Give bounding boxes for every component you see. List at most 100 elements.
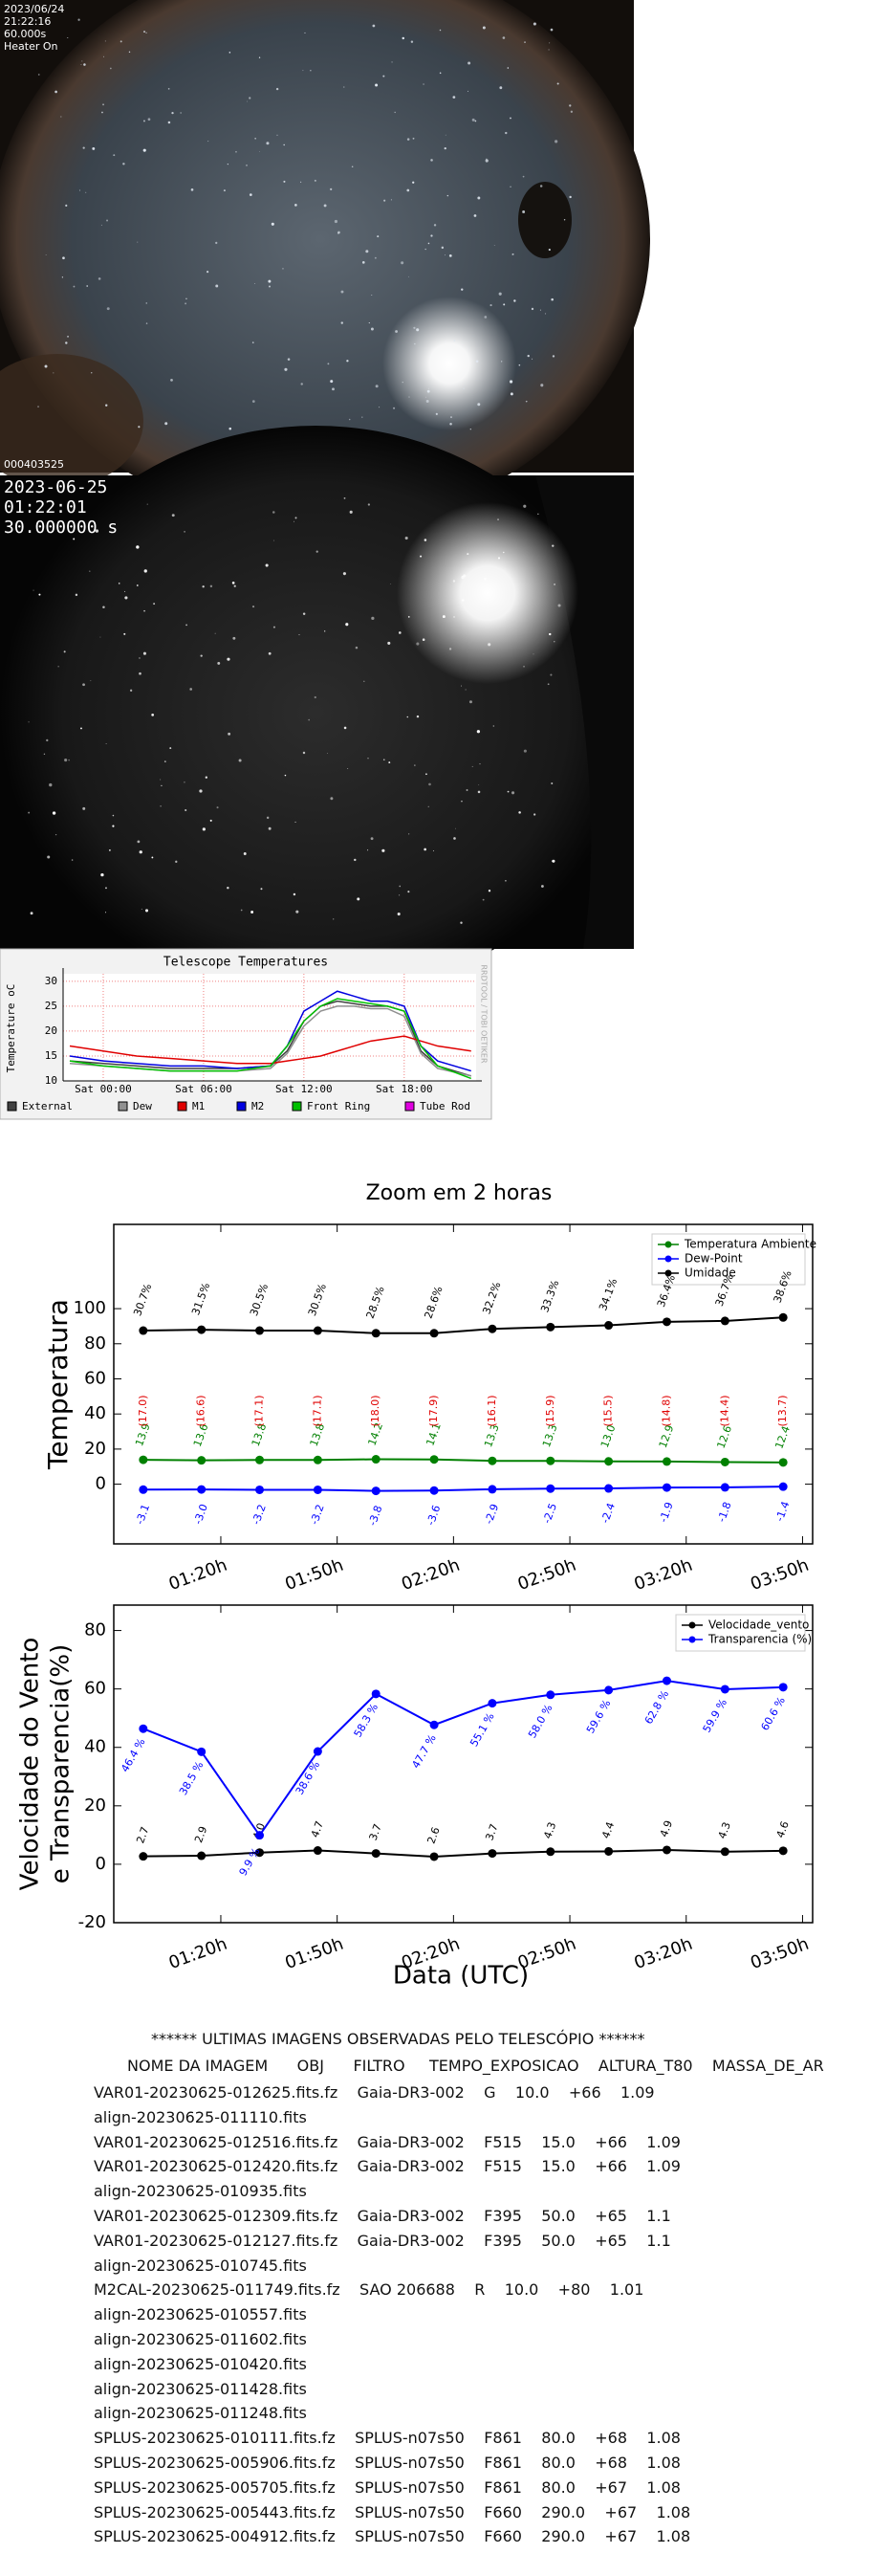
star	[466, 789, 468, 791]
star	[163, 760, 166, 762]
star	[382, 75, 385, 77]
star	[259, 150, 260, 152]
camera-text: 2023-06-25	[4, 477, 107, 497]
star	[143, 569, 147, 573]
camera-text: 01:22:01	[4, 497, 87, 517]
x-tick-label: Sat 00:00	[75, 1083, 132, 1095]
legend-label: Umidade	[685, 1266, 736, 1280]
star	[215, 241, 218, 245]
star	[442, 615, 446, 619]
list-row: SPLUS-20230625-004912.fits.fz SPLUS-n07s…	[94, 2527, 691, 2546]
star	[102, 55, 104, 57]
list-row: align-20230625-011428.fits	[94, 2379, 307, 2398]
star	[180, 112, 182, 114]
star	[468, 61, 471, 65]
star	[513, 299, 516, 302]
star	[160, 805, 162, 807]
star	[381, 848, 385, 852]
data-point	[197, 1747, 207, 1756]
star	[424, 248, 426, 251]
star	[81, 60, 83, 62]
star	[293, 892, 296, 896]
humidity-label: 30.5%	[248, 1282, 271, 1317]
star	[142, 651, 146, 655]
star	[151, 713, 155, 716]
star	[330, 187, 333, 190]
star	[523, 749, 527, 753]
star	[468, 700, 472, 704]
star	[190, 188, 194, 191]
star	[354, 858, 357, 862]
data-label: 59.9 %	[701, 1697, 729, 1735]
star	[99, 636, 101, 638]
star	[488, 890, 491, 892]
star	[382, 759, 385, 761]
star	[570, 110, 574, 113]
spread-label: (13.7)	[776, 1395, 789, 1426]
star	[283, 143, 285, 146]
data-label: 47.7 %	[409, 1732, 438, 1771]
star	[365, 250, 369, 253]
star	[387, 641, 391, 645]
star	[408, 396, 410, 398]
star	[428, 782, 431, 786]
star	[445, 254, 446, 256]
data-point	[488, 1456, 497, 1465]
legend-label: Velocidade_vento	[708, 1618, 809, 1632]
star	[77, 18, 80, 21]
data-label: -3.0	[191, 1503, 210, 1527]
star	[569, 104, 572, 107]
star	[124, 596, 128, 600]
star	[63, 650, 66, 653]
star	[450, 416, 452, 419]
star	[104, 912, 107, 914]
star	[533, 653, 534, 655]
star	[326, 753, 328, 754]
star	[482, 26, 486, 30]
star	[539, 309, 542, 311]
spread-label: (16.6)	[195, 1395, 207, 1426]
star	[549, 632, 552, 636]
series-line	[142, 1680, 784, 1838]
star	[518, 811, 521, 814]
star	[82, 146, 85, 149]
star	[91, 371, 93, 374]
star	[347, 768, 349, 769]
star	[82, 683, 85, 687]
data-label: -3.6	[424, 1504, 444, 1528]
data-label: 2.9	[192, 1824, 209, 1844]
data-point	[429, 1720, 439, 1729]
series-line	[142, 1458, 784, 1464]
camera-text: 21:22:16	[4, 15, 51, 28]
star	[54, 833, 57, 836]
star	[474, 120, 477, 122]
star	[372, 24, 376, 28]
list-row: SPLUS-20230625-010111.fits.fz SPLUS-n07s…	[94, 2429, 681, 2448]
star	[142, 120, 145, 122]
star	[142, 148, 146, 152]
star	[100, 872, 104, 877]
star	[343, 496, 346, 499]
star	[327, 363, 330, 365]
x-tick-label: Sat 18:00	[376, 1083, 433, 1095]
star	[207, 141, 209, 143]
spread-label: (18.0)	[369, 1395, 381, 1426]
star	[258, 56, 261, 58]
data-label: 12.6	[715, 1424, 735, 1450]
star	[101, 111, 103, 114]
star	[476, 730, 481, 734]
star	[86, 285, 89, 287]
humidity-label: 33.3%	[538, 1279, 561, 1314]
list-row: VAR01-20230625-012420.fits.fz Gaia-DR3-0…	[94, 2157, 681, 2176]
star	[302, 612, 306, 615]
data-label: -1.4	[773, 1500, 793, 1524]
star	[453, 616, 455, 618]
legend-swatch	[177, 1101, 187, 1112]
x-tick-label: 03:50h	[748, 1934, 812, 1973]
star	[73, 538, 76, 540]
star	[551, 297, 554, 301]
star	[160, 779, 162, 781]
star	[251, 341, 254, 343]
star	[507, 67, 510, 69]
x-tick-label: 03:50h	[748, 1555, 812, 1595]
